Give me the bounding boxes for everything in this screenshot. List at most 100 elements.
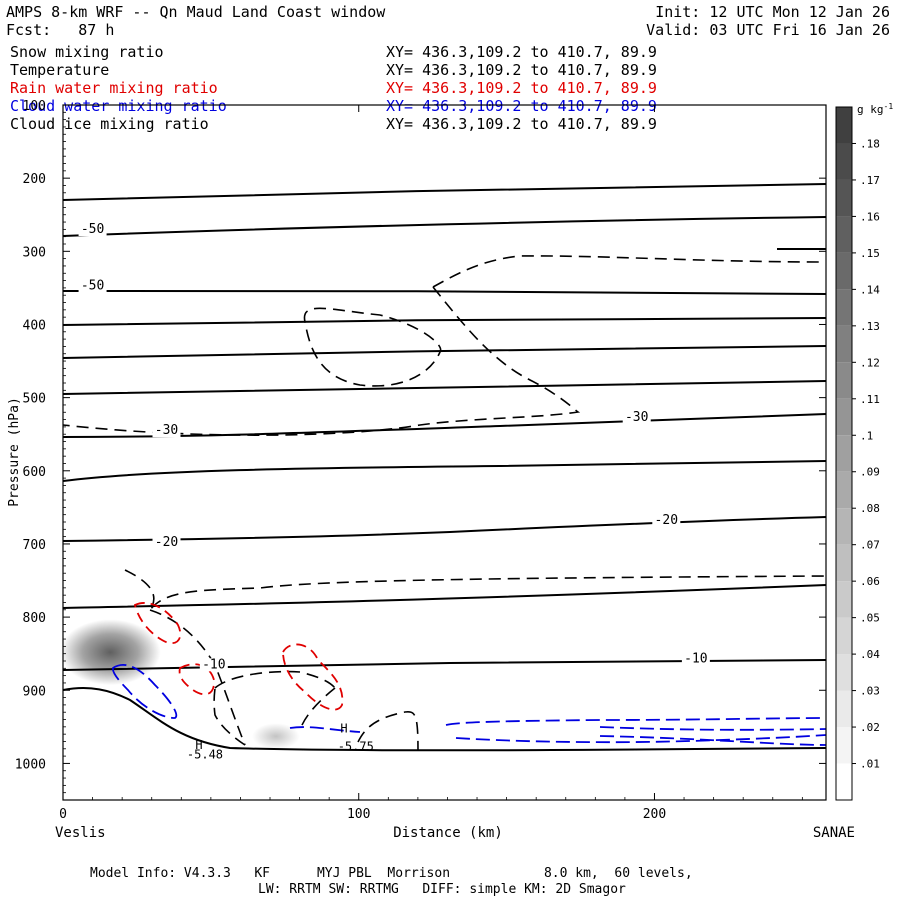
isotherm-line — [63, 380, 826, 395]
x-tick-label: 200 — [643, 807, 666, 822]
cloud-ice-contour — [63, 286, 581, 436]
colorbar-bin — [836, 435, 852, 472]
colorbar-bin — [836, 362, 852, 399]
field-xy-temperature: XY= 436.3,109.2 to 410.7, 89.9 — [386, 61, 657, 79]
y-tick-label: 100 — [23, 99, 46, 114]
forecast-hour: Fcst: 87 h — [6, 21, 115, 39]
colorbar-label: .13 — [860, 320, 880, 333]
isotherm-label: -10 — [684, 651, 707, 666]
isotherm-label: -20 — [155, 535, 178, 550]
x-tick-label: 100 — [347, 807, 370, 822]
field-name-cloud-water: Cloud water mixing ratio — [10, 97, 227, 115]
isotherm-line — [63, 413, 826, 438]
plot-frame — [62, 104, 827, 801]
colorbar-label: .01 — [860, 758, 880, 771]
rain-water-contour — [282, 643, 344, 711]
colorbar-label: .15 — [860, 247, 880, 260]
y-tick-label: 800 — [23, 611, 46, 626]
colorbar-label: .04 — [860, 648, 880, 661]
isotherm-line — [63, 183, 826, 201]
cloud-ice-contour — [213, 687, 246, 746]
field-xy-cloud-ice: XY= 436.3,109.2 to 410.7, 89.9 — [386, 115, 657, 133]
y-tick-label: 900 — [23, 684, 46, 699]
y-tick-label: 200 — [23, 172, 46, 187]
colorbar-bin — [836, 107, 852, 144]
rain-water-contour — [133, 602, 182, 645]
isotherm-label-bg — [652, 514, 681, 528]
isotherm-label-bg — [622, 411, 651, 425]
colorbar-frame — [835, 106, 853, 801]
field-xy-rain: XY= 436.3,109.2 to 410.7, 89.9 — [386, 79, 657, 97]
field-name-snow: Snow mixing ratio — [10, 43, 164, 61]
colorbar-unit-exponent: -1 — [884, 102, 894, 111]
valid-time: Valid: 03 UTC Fri 16 Jan 26 — [646, 21, 890, 39]
colorbar-bin — [836, 544, 852, 582]
isotherm-line — [63, 584, 826, 609]
isotherm-label: -50 — [81, 278, 104, 293]
colorbar-unit: g kg-1 — [857, 102, 893, 116]
isotherm-label-bg — [681, 652, 710, 666]
pressure-annotation: H — [195, 738, 202, 752]
colorbar-label: .12 — [860, 356, 880, 369]
y-axis-label: Pressure (hPa) — [7, 397, 22, 507]
cloud-ice-contour — [303, 307, 442, 387]
colorbar-bin — [836, 325, 852, 363]
isotherm-label-bg — [152, 536, 181, 550]
isotherm-label: -10 — [202, 657, 225, 672]
y-tick-label: 600 — [23, 465, 46, 480]
colorbar-bin — [836, 289, 852, 326]
snow-shading-blob — [63, 619, 161, 686]
isotherm-line — [63, 216, 826, 237]
colorbar-label: .07 — [860, 539, 880, 552]
cloud-ice-contour — [299, 687, 336, 731]
init-time: Init: 12 UTC Mon 12 Jan 26 — [655, 3, 890, 21]
x-endpoint-left: Veslis — [55, 825, 106, 841]
y-tick-label: 400 — [23, 318, 46, 333]
colorbar-label: .09 — [860, 466, 880, 479]
colorbar-label: .18 — [860, 137, 880, 150]
pressure-annotation: H — [340, 722, 347, 736]
cloud-water-contour — [599, 726, 826, 731]
colorbar-bin — [836, 143, 852, 180]
colorbar-bin — [836, 581, 852, 618]
cloud-water-contour — [289, 726, 361, 733]
colorbar-bin — [836, 727, 852, 764]
isotherm-label-bg — [199, 658, 228, 672]
isotherm-line — [63, 317, 826, 326]
isotherm-label: -30 — [625, 410, 648, 425]
isotherm-label-bg — [78, 223, 107, 237]
field-name-temperature: Temperature — [10, 61, 110, 79]
cloud-water-contour — [455, 734, 826, 744]
isotherm-label: -20 — [655, 513, 678, 528]
plot-area — [63, 183, 826, 752]
cloud-water-contour — [599, 735, 826, 746]
isotherm-line — [63, 687, 826, 752]
field-name-cloud-ice: Cloud ice mixing ratio — [10, 115, 209, 133]
isotherm-label: -30 — [155, 423, 178, 438]
colorbar-bin — [836, 763, 852, 800]
isotherm-label: -50 — [81, 222, 104, 237]
colorbar-label: .17 — [860, 174, 880, 187]
x-axis-label: Distance (km) — [393, 825, 503, 841]
colorbar-bin — [836, 654, 852, 691]
colorbar-label: .1 — [860, 429, 873, 442]
colorbar-label: .06 — [860, 575, 880, 588]
colorbar-bin — [836, 508, 852, 545]
field-xy-cloud-water: XY= 436.3,109.2 to 410.7, 89.9 — [386, 97, 657, 115]
colorbar-label: .05 — [860, 612, 880, 625]
cloud-ice-contour — [357, 711, 419, 751]
colorbar-bin — [836, 471, 852, 509]
x-tick-label: 0 — [59, 807, 67, 822]
colorbar-bin — [836, 252, 852, 290]
isotherm-line — [63, 659, 826, 671]
colorbar-bin — [836, 216, 852, 253]
field-xy-snow: XY= 436.3,109.2 to 410.7, 89.9 — [386, 43, 657, 61]
cloud-water-contour — [445, 717, 826, 726]
cloud-ice-contour — [432, 255, 826, 288]
x-endpoint-right: SANAE — [813, 825, 855, 841]
colorbar-bin — [836, 617, 852, 655]
model-info-line2: LW: RRTM SW: RRTMG DIFF: simple KM: 2D S… — [258, 882, 626, 897]
cloud-ice-contour — [214, 670, 336, 689]
model-info-line1: Model Info: V4.3.3 KF MYJ PBL Morrison 8… — [90, 866, 693, 881]
